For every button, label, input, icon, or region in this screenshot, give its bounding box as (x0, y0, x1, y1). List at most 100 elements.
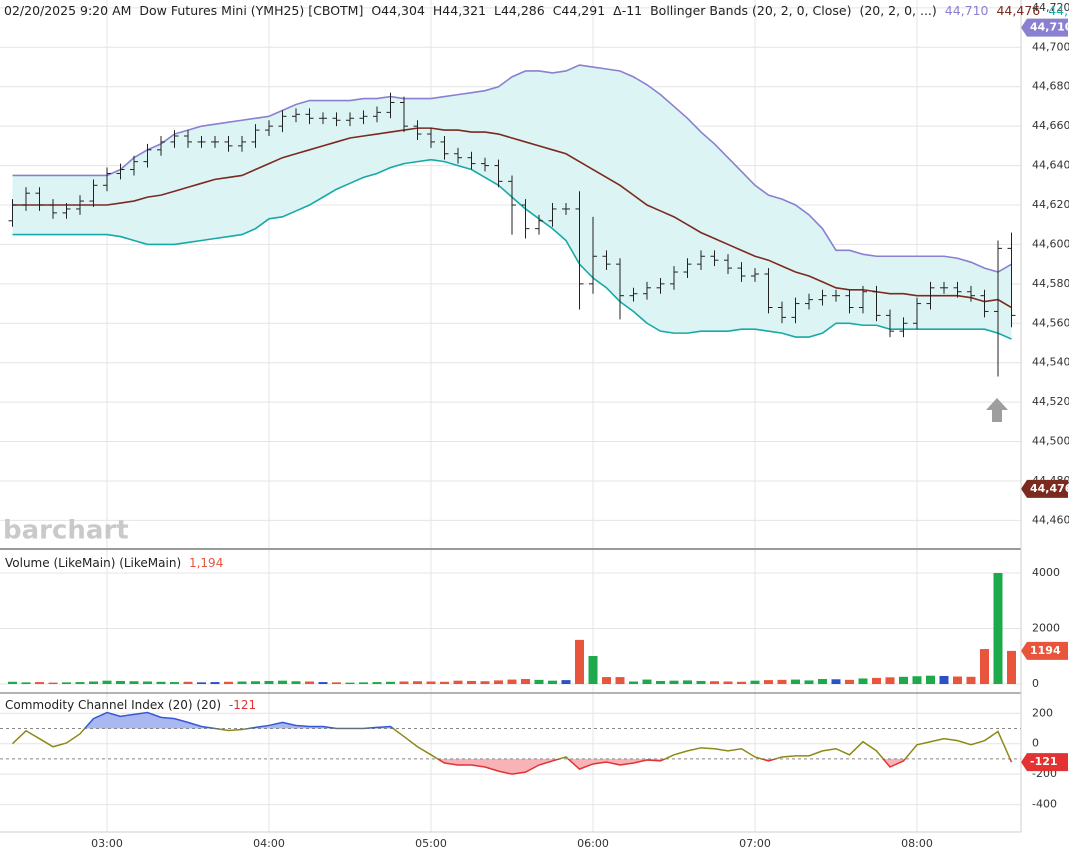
volume-bar (332, 682, 341, 685)
volume-bar (777, 679, 787, 685)
y-tick-label: 44,700 (1032, 40, 1069, 53)
price-badge-label: -121 (1030, 755, 1058, 768)
volume-bar (953, 676, 962, 685)
volume-bar (305, 681, 314, 685)
volume-bar (669, 680, 679, 685)
y-tick-label: 44,520 (1032, 395, 1069, 408)
cci-line (436, 758, 1013, 775)
volume-bar (521, 679, 530, 685)
volume-bar (183, 681, 193, 685)
x-tick-label: 04:00 (253, 837, 285, 850)
volume-bar (224, 681, 233, 685)
volume-bar (723, 681, 733, 685)
quote-open: O44,304 (371, 3, 425, 18)
volume-bar (197, 682, 206, 685)
volume-bar (750, 680, 760, 685)
y-tick-label: 44,600 (1032, 237, 1069, 250)
volume-title: Volume (LikeMain) (LikeMain) 1,194 (5, 556, 223, 570)
volume-bar (656, 680, 665, 685)
cci-line (83, 711, 395, 729)
watermark: barchart (3, 516, 129, 546)
volume-bar (210, 682, 220, 685)
study-name: Bollinger Bands (20, 2, 0, Close) (650, 3, 851, 18)
study-value: 44,710 (945, 3, 989, 18)
volume-panel (8, 573, 1016, 685)
volume-bar (372, 682, 382, 685)
volume-bar (1007, 650, 1016, 685)
volume-bar (845, 679, 854, 685)
volume-bar (467, 680, 476, 685)
volume-bar (75, 682, 85, 685)
volume-bar (980, 649, 989, 685)
volume-bar (710, 681, 719, 685)
volume-name: Volume (LikeMain) (LikeMain) (5, 556, 181, 570)
volume-bar (804, 680, 814, 685)
cci-panel (0, 711, 1021, 775)
band-fill (12, 65, 1012, 340)
cci-line (11, 728, 1011, 759)
volume-bar (588, 655, 598, 685)
volume-bar (237, 681, 247, 685)
volume-bar (737, 681, 746, 685)
volume-bar (62, 682, 71, 685)
y-tick-label: 44,460 (1032, 513, 1069, 526)
volume-bar (359, 682, 368, 685)
volume-bar (48, 682, 58, 685)
price-badge (1021, 641, 1068, 660)
y-tick-label: 200 (1032, 706, 1053, 719)
price-badge-label: 1194 (1030, 644, 1061, 657)
volume-bar (966, 676, 976, 685)
y-tick-label: 44,580 (1032, 277, 1069, 290)
header: 02/20/2025 9:20 AM Dow Futures Mini (YMH… (4, 3, 1069, 18)
cci-fill-above (84, 712, 394, 729)
volume-bar (89, 681, 98, 685)
y-tick-label: 44,540 (1032, 356, 1069, 369)
volume-bar (21, 682, 31, 685)
volume-bar (102, 680, 112, 685)
band-line (12, 64, 1012, 273)
y-tick-label: 0 (1032, 677, 1039, 690)
volume-bar (764, 680, 773, 685)
volume-bar (885, 677, 895, 685)
y-tick-label: 44,560 (1032, 316, 1069, 329)
price-badge (1021, 18, 1068, 37)
quote-close: C44,291 (553, 3, 605, 18)
x-tick-label: 08:00 (901, 837, 933, 850)
volume-bar (264, 680, 274, 685)
volume-bar (642, 679, 652, 685)
cci-title: Commodity Channel Index (20) (20) -121 (5, 698, 256, 712)
volume-bar (899, 676, 908, 685)
volume-bar (156, 681, 166, 685)
x-tick-label: 06:00 (577, 837, 609, 850)
y-tick-label: 44,660 (1032, 119, 1069, 132)
price-badge (1021, 479, 1068, 498)
volume-bar (35, 682, 44, 685)
volume-bar (575, 639, 584, 685)
volume-bar (926, 675, 935, 685)
volume-bar (413, 681, 422, 685)
volume-bar (818, 679, 827, 685)
volume-bar (696, 680, 706, 685)
y-tick-label: 44,620 (1032, 198, 1069, 211)
volume-bar (939, 675, 949, 685)
study-value: 44,476 (996, 3, 1040, 18)
arrow-icon (986, 398, 1008, 422)
y-tick-label: 2000 (1032, 622, 1060, 635)
quote-high: H44,321 (433, 3, 486, 18)
volume-bar (494, 680, 503, 685)
x-tick-label: 03:00 (91, 837, 123, 850)
volume-bar (318, 682, 328, 685)
price-badge-label: 44,710 (1030, 21, 1069, 34)
volume-bar (399, 681, 409, 685)
volume-bar (683, 680, 692, 685)
volume-bar (831, 679, 841, 685)
volume-bar (548, 680, 557, 685)
study-value: 44,242 (1048, 3, 1069, 18)
volume-bar (872, 677, 881, 685)
volume-bar (278, 680, 287, 685)
y-tick-label: 4000 (1032, 566, 1060, 579)
volume-bar (615, 677, 625, 685)
band-line (12, 127, 1012, 309)
volume-bar (480, 681, 490, 685)
quote-low: L44,286 (494, 3, 545, 18)
